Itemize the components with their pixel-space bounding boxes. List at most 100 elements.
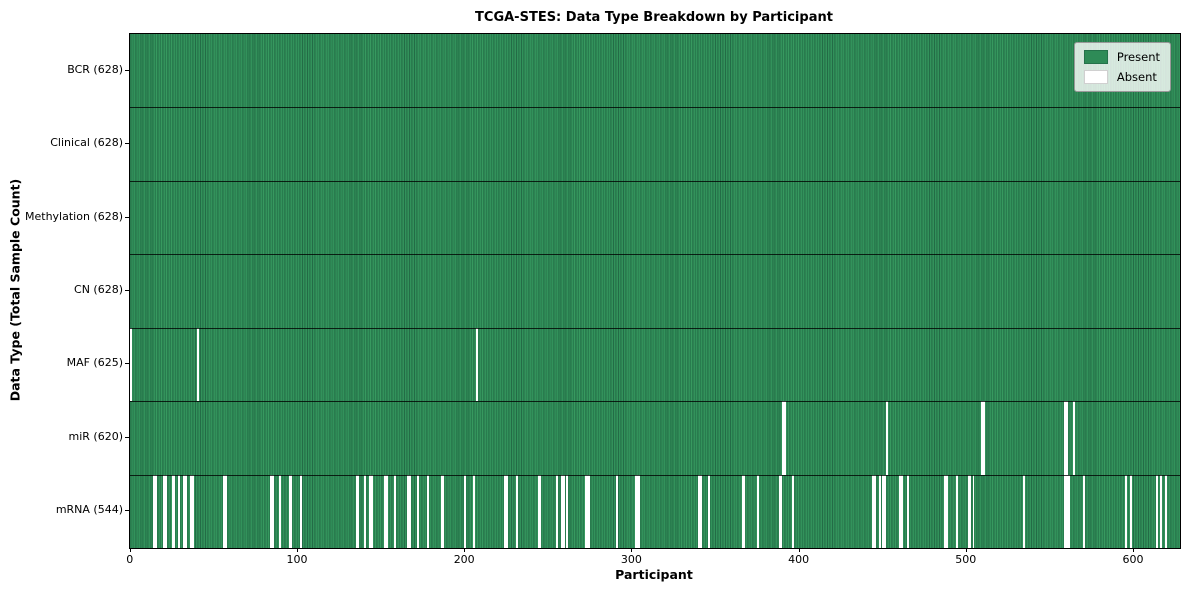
y-tick-mark — [125, 143, 129, 144]
absent-stripe — [980, 401, 983, 475]
y-tick-label-methylation: Methylation (628) — [25, 210, 123, 223]
absent-stripe — [163, 474, 166, 548]
absent-stripe — [616, 474, 619, 548]
absent-stripe — [1159, 474, 1162, 548]
absent-stripe — [407, 474, 410, 548]
absent-stripe — [945, 474, 948, 548]
absent-stripe — [300, 474, 303, 548]
row-methylation — [130, 180, 1180, 255]
absent-stripe — [278, 474, 281, 548]
absent-stripe — [1082, 474, 1085, 548]
absent-stripe — [872, 474, 875, 548]
absent-stripe — [516, 474, 519, 548]
x-tick-label-100: 100 — [286, 553, 308, 566]
absent-stripe — [191, 474, 194, 548]
absent-stripe — [440, 474, 443, 548]
row-cn — [130, 254, 1180, 328]
absent-stripe — [363, 474, 366, 548]
absent-stripe — [982, 401, 985, 475]
absent-stripe — [634, 474, 637, 548]
y-tick-label-mir: miR (620) — [68, 430, 124, 443]
absent-stripe — [967, 474, 970, 548]
absent-stripe — [164, 474, 167, 548]
absent-stripe — [537, 474, 540, 548]
absent-stripe — [355, 474, 358, 548]
absent-stripe — [173, 474, 176, 548]
absent-stripe — [153, 474, 156, 548]
x-tick-label-200: 200 — [453, 553, 475, 566]
x-tick-label-400: 400 — [788, 553, 810, 566]
absent-stripe — [882, 474, 885, 548]
row-separator — [130, 474, 1180, 476]
absent-stripe — [409, 474, 412, 548]
legend-item-absent: Absent — [1083, 70, 1160, 84]
absent-stripe — [417, 474, 420, 548]
x-tick-mark — [464, 548, 466, 552]
absent-stripe — [972, 474, 975, 548]
absent-stripe — [562, 474, 565, 548]
absent-stripe — [781, 401, 784, 475]
absent-stripe — [130, 327, 132, 402]
y-tick-mark — [125, 70, 129, 71]
absent-stripe — [225, 474, 228, 548]
row-separator — [130, 327, 1180, 329]
row-mir — [130, 401, 1180, 475]
absent-stripe — [223, 474, 226, 548]
y-tick-label-mrna: mRNA (544) — [55, 503, 123, 516]
legend-label-absent: Absent — [1116, 70, 1157, 84]
absent-stripe — [368, 474, 371, 548]
x-tick-mark — [965, 548, 967, 552]
absent-stripe — [271, 474, 274, 548]
y-tick-mark — [125, 290, 129, 291]
absent-stripe — [472, 474, 475, 548]
absent-stripe — [185, 474, 187, 548]
absent-stripe — [636, 474, 639, 548]
row-separator — [130, 254, 1180, 256]
absent-stripe — [586, 474, 589, 548]
y-tick-mark — [125, 510, 129, 511]
absent-stripe — [878, 474, 881, 548]
absent-stripe — [190, 474, 192, 548]
y-tick-label-clinical: Clinical (628) — [50, 136, 123, 149]
absent-stripe — [427, 474, 430, 548]
x-axis-title: Participant — [615, 567, 693, 582]
absent-stripe — [743, 474, 746, 548]
absent-stripe — [780, 474, 783, 548]
x-tick-mark — [129, 548, 131, 552]
absent-stripe — [196, 327, 199, 402]
absent-stripe — [566, 474, 569, 548]
absent-stripe — [1072, 401, 1075, 475]
absent-stripe — [183, 474, 186, 548]
absent-stripe — [357, 474, 360, 548]
absent-stripe — [638, 474, 641, 548]
absent-stripe — [561, 474, 564, 548]
row-mrna — [130, 474, 1180, 548]
absent-stripe — [1156, 474, 1159, 548]
absent-stripe — [370, 474, 373, 548]
absent-stripe — [587, 474, 590, 548]
absent-stripe — [475, 327, 478, 402]
absent-stripe — [504, 474, 507, 548]
absent-stripe — [900, 474, 903, 548]
absent-stripe — [1066, 474, 1069, 548]
present-swatch-icon — [1083, 50, 1108, 64]
absent-stripe — [883, 474, 886, 548]
absent-swatch-icon — [1083, 70, 1108, 84]
row-clinical — [130, 107, 1180, 181]
absent-stripe — [442, 474, 445, 548]
absent-stripe — [708, 474, 711, 548]
absent-stripe — [584, 474, 587, 548]
absent-stripe — [783, 401, 786, 475]
absent-stripe — [1022, 474, 1025, 548]
y-tick-label-maf: MAF (625) — [66, 356, 123, 369]
legend: Present Absent — [1073, 42, 1171, 92]
x-tick-mark — [1133, 548, 1134, 552]
absent-stripe — [1067, 474, 1070, 548]
absent-stripe — [1124, 474, 1127, 548]
absent-stripe — [907, 474, 910, 548]
absent-stripe — [955, 474, 958, 548]
absent-stripe — [290, 474, 293, 548]
absent-stripe — [756, 474, 759, 548]
absent-stripe — [885, 401, 888, 475]
